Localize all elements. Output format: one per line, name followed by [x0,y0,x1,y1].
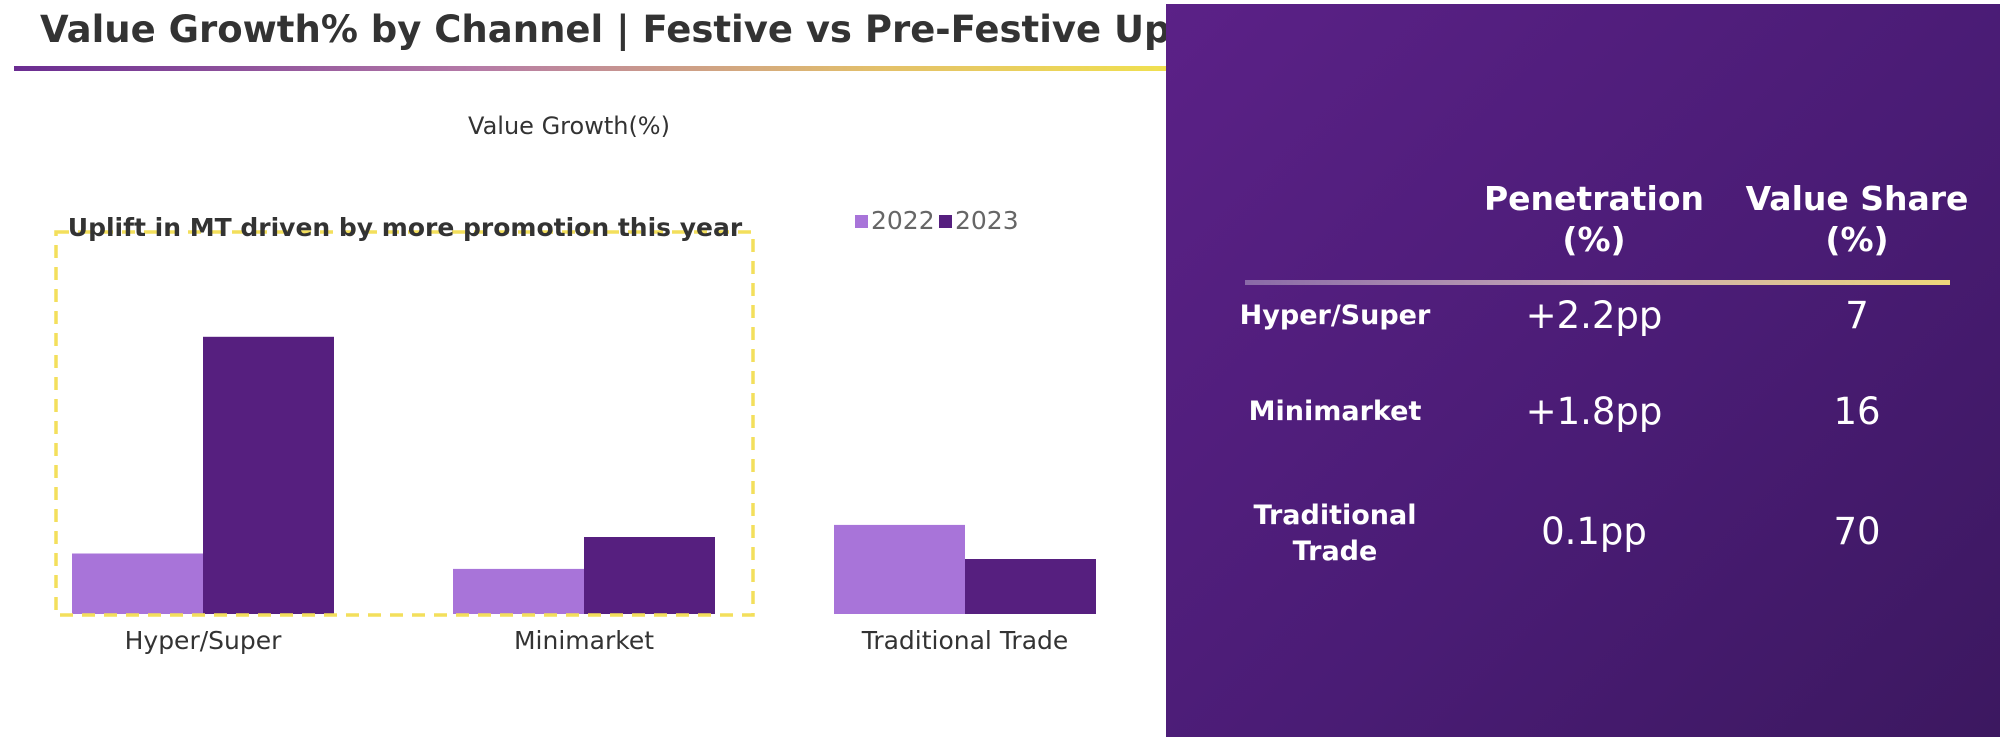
x-axis-labels: Hyper/Super Minimarket Traditional Trade [125,626,1069,655]
page-title: Value Growth% by Channel | Festive vs Pr… [40,8,1230,51]
header-value-share-line2: (%) [1825,220,1889,259]
bar-2022-traditional-trade [834,524,965,614]
bar-2023-minimarket [584,537,715,614]
bar-2023-hyper-super [203,336,334,614]
cell-penetration-traditional-trade: 0.1pp [1541,510,1647,553]
header-penetration-line2: (%) [1562,220,1626,259]
bar-2022-hyper-super [72,553,203,614]
header-value-share: Value Share (%) [1727,178,1987,260]
header-penetration: Penetration (%) [1464,178,1724,260]
annotation-text: Uplift in MT driven by more promotion th… [68,213,743,242]
bar-2022-minimarket [453,568,584,614]
cell-value-share-traditional-trade: 70 [1833,510,1881,553]
row-label-hyper-super: Hyper/Super [1239,300,1431,331]
header-value-share-line1: Value Share [1745,179,1969,218]
chart-title: Value Growth(%) [468,112,670,140]
bar-group [72,336,1096,614]
row-label-minimarket: Minimarket [1248,396,1422,427]
legend-swatch [939,215,952,228]
x-tick-label: Traditional Trade [861,626,1069,655]
x-tick-label: Hyper/Super [125,626,283,655]
highlight-box [54,230,755,617]
legend-label: 2023 [955,206,1019,235]
header-penetration-line1: Penetration [1483,179,1704,218]
cell-value-share-hyper-super: 7 [1845,294,1869,337]
row-label-traditional-line1: Traditional [1253,500,1417,531]
panel-divider [1245,280,1950,285]
chart-legend: 2022 2023 [855,206,1019,235]
value-growth-chart: Uplift in MT driven by more promotion th… [54,112,1096,655]
row-label-traditional-trade: Traditional Trade [1220,498,1450,570]
cell-penetration-hyper-super: +2.2pp [1525,294,1663,337]
cell-value-share-minimarket: 16 [1833,390,1881,433]
title-underline [14,66,1166,71]
row-label-traditional-line2: Trade [1292,536,1378,567]
legend-swatch [855,215,868,228]
cell-penetration-minimarket: +1.8pp [1525,390,1663,433]
x-tick-label: Minimarket [514,626,654,655]
metrics-panel [1166,4,2000,737]
bar-2023-traditional-trade [965,559,1096,614]
legend-label: 2022 [871,206,935,235]
